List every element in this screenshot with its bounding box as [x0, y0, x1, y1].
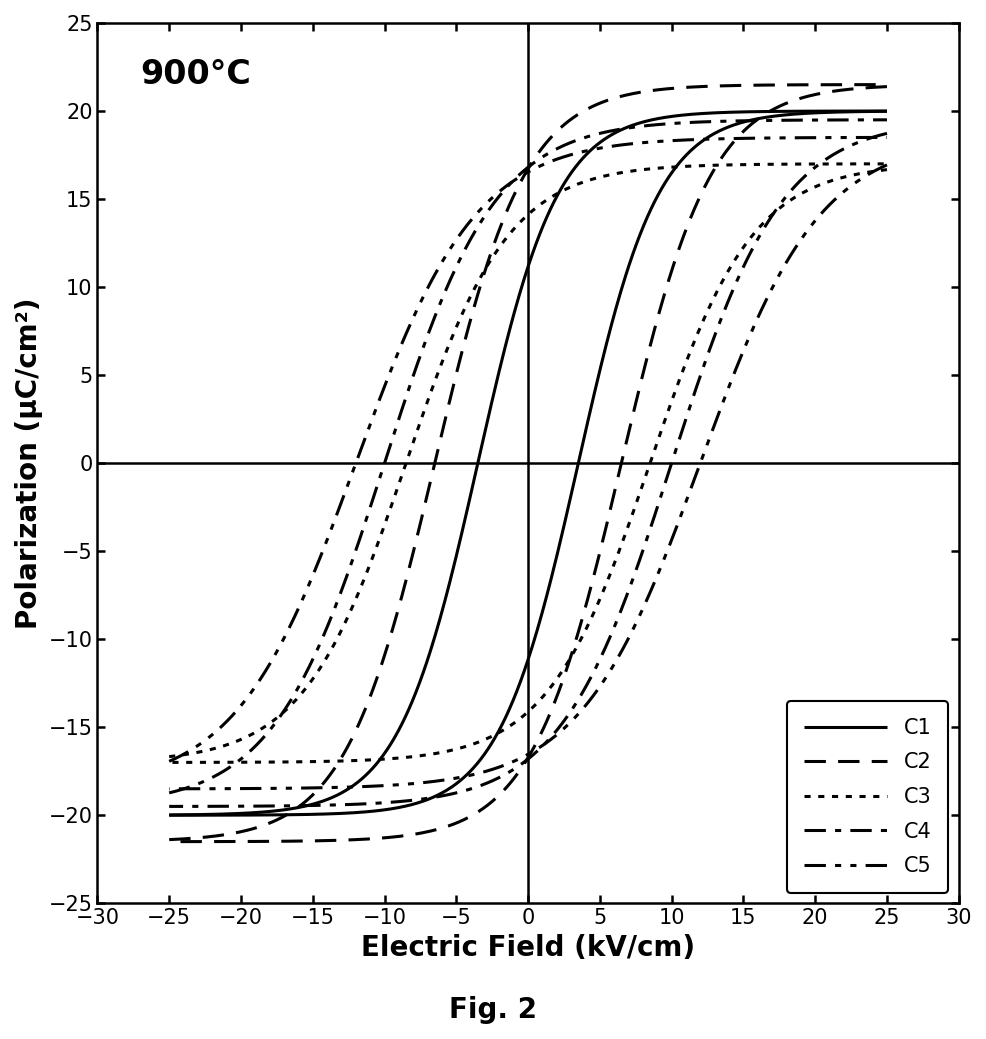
Text: Fig. 2: Fig. 2 — [449, 996, 537, 1024]
Legend: C1, C2, C3, C4, C5: C1, C2, C3, C4, C5 — [787, 701, 948, 893]
X-axis label: Electric Field (kV/cm): Electric Field (kV/cm) — [361, 934, 694, 962]
Text: 900°C: 900°C — [140, 58, 251, 91]
Y-axis label: Polarization (μC/cm²): Polarization (μC/cm²) — [15, 297, 43, 629]
